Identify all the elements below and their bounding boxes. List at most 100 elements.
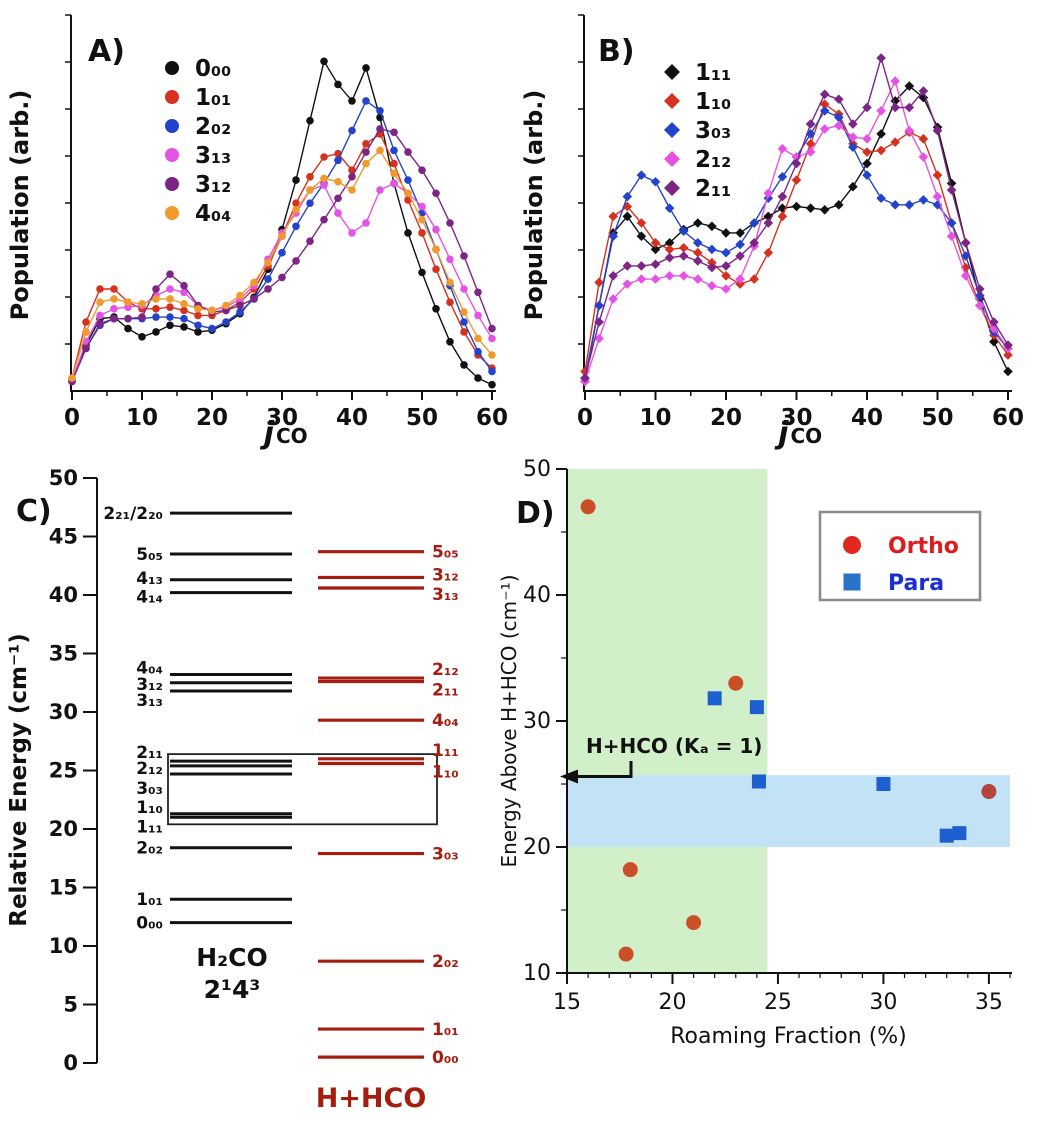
x-tick-label: 25 (764, 990, 792, 1015)
data-point (320, 174, 328, 183)
data-point (763, 218, 774, 228)
data-point (376, 146, 384, 155)
data-point (376, 125, 384, 133)
x-tick-label: 20 (196, 405, 228, 431)
data-point (594, 317, 604, 327)
series-line (71, 99, 493, 382)
data-point (678, 242, 689, 253)
ortho-point (981, 784, 997, 800)
data-point (474, 374, 482, 382)
data-point (664, 244, 675, 255)
y-tick-label: 30 (523, 709, 551, 734)
data-point (180, 314, 188, 323)
data-point (693, 247, 703, 258)
data-point (404, 176, 412, 184)
data-point (418, 202, 426, 211)
panel-d-letter: D) (516, 496, 555, 531)
level-label-5₀₅: 5₀₅ (432, 543, 459, 563)
data-point (834, 112, 844, 123)
y-ticks (65, 14, 71, 345)
y-tick-label: 5 (63, 993, 78, 1017)
data-point (862, 134, 872, 144)
data-point (236, 301, 244, 310)
y-tick-label: 20 (523, 835, 551, 860)
data-point (989, 317, 999, 327)
level-label-1₁₀: 1₁₀ (432, 762, 459, 782)
data-point (208, 306, 216, 315)
data-point (362, 159, 370, 168)
data-point (777, 172, 788, 182)
level-label-2₀₂: 2₀₂ (432, 952, 459, 972)
data-point (721, 261, 731, 271)
para-point (952, 826, 967, 841)
x-axis-title-sub: CO (791, 424, 823, 448)
x-tick-label: 60 (992, 405, 1024, 431)
data-point (404, 189, 412, 198)
data-point (848, 119, 858, 129)
data-point (278, 273, 286, 282)
data-point (650, 274, 661, 284)
x-tick-label: 50 (406, 405, 438, 431)
x-tick-label: 30 (780, 405, 812, 431)
panel-b-letter: B) (598, 34, 635, 69)
data-point (904, 200, 915, 210)
ka1-arrow-line (574, 761, 633, 778)
data-point (446, 255, 454, 264)
panel-b-population-chart: 0 10 20 30 40 50 60 Population (arb.) j CO 1₁₁ 1₁₀ 3… (520, 14, 1024, 450)
data-point (678, 251, 689, 261)
ka1-annotation: H+HCO (Kₐ = 1) (560, 734, 762, 784)
data-point (636, 261, 647, 271)
data-point (636, 218, 647, 228)
data-point (735, 279, 745, 289)
data-point (166, 270, 174, 278)
legend-label-3_13: 3₁₃ (195, 143, 231, 169)
data-point (278, 248, 286, 257)
data-point (446, 219, 454, 227)
data-point (138, 333, 146, 341)
data-point (819, 106, 830, 116)
data-point (292, 176, 300, 184)
data-point (834, 200, 844, 210)
legend: 0₀₀ 1₀₁ 2₀₂ 3₁₃ 3₁₂ 4₀₄ (165, 56, 231, 227)
data-point (488, 367, 496, 376)
data-point (735, 251, 745, 261)
data-point (124, 324, 132, 333)
ortho-point (622, 862, 638, 878)
data-point (390, 159, 398, 168)
data-point (82, 318, 90, 326)
legend-marker-4_04 (165, 206, 179, 220)
y-ticks: 10 20 30 40 50 (523, 457, 567, 986)
data-point (932, 170, 943, 180)
data-point (180, 281, 188, 290)
data-point (608, 231, 618, 241)
data-point (264, 275, 272, 283)
data-point (749, 274, 759, 284)
level-label-3₀₃: 3₀₃ (432, 845, 459, 865)
x-axis-title-sub: CO (276, 424, 308, 448)
data-point (292, 257, 300, 265)
x-axis-title: Roaming Fraction (%) (670, 1024, 907, 1049)
data-point (152, 313, 160, 321)
data-point (348, 126, 356, 135)
roaming-window-region (567, 469, 768, 973)
data-point (376, 107, 384, 115)
x-tick-label: 0 (64, 405, 80, 431)
data-point (320, 57, 328, 66)
legend-marker-2_12 (664, 151, 680, 167)
data-point (138, 300, 146, 308)
data-point (404, 229, 412, 237)
data-point (362, 64, 370, 72)
data-point (946, 218, 957, 228)
data-point (208, 324, 216, 333)
series-para (707, 691, 967, 843)
legend-marker-1_10 (664, 93, 680, 109)
legend: Ortho Para (818, 510, 982, 602)
data-point (960, 271, 971, 281)
level-label-3₁₃: 3₁₃ (432, 585, 459, 605)
data-point (904, 125, 915, 136)
data-point (819, 99, 830, 109)
data-point (320, 215, 328, 224)
data-point (608, 211, 618, 222)
para-point (751, 774, 766, 789)
